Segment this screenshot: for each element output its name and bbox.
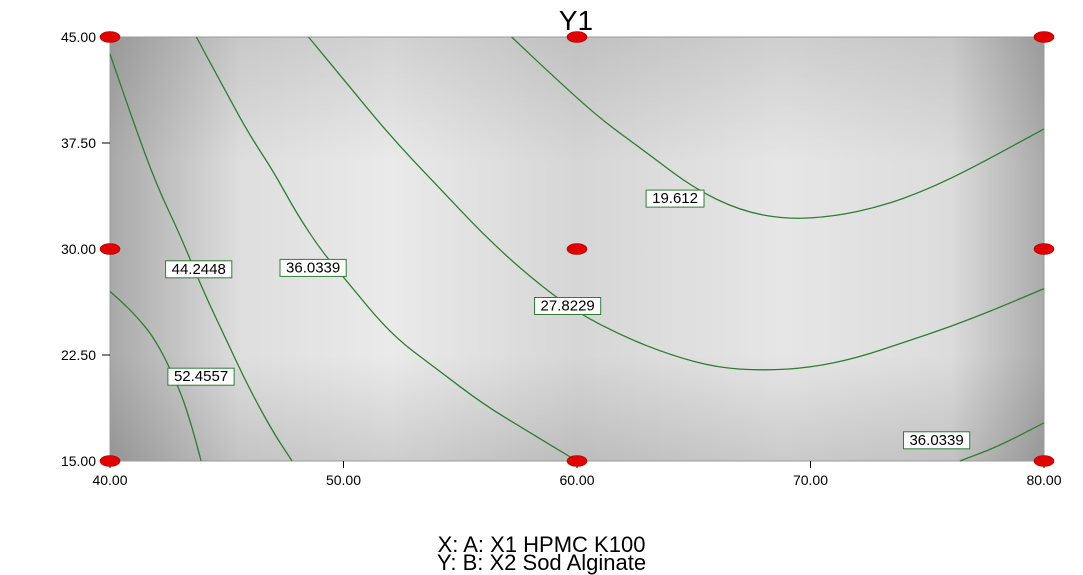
contour-label-box [534, 297, 602, 315]
design-point [99, 243, 121, 255]
y-tick-label: 15.00 [61, 453, 96, 469]
contour-label-box [903, 431, 971, 450]
contour-label: 27.8229 [534, 297, 602, 315]
x-tick-label: 50.00 [326, 472, 361, 488]
design-point [566, 31, 588, 43]
contour-label: 19.612 [645, 189, 705, 208]
contour-label-text: 36.0339 [286, 259, 340, 276]
contour-label: 44.2448 [165, 260, 233, 279]
contour-line [109, 53, 293, 462]
contour-label-box [165, 260, 233, 279]
x-tick-label: 70.00 [793, 472, 828, 488]
x-axis: 40.00 50.00 60.00 70.00 80.00 [92, 461, 1062, 488]
x-axis-caption: X: A: X1 HPMC K100 [437, 532, 646, 557]
contour-label-box [167, 367, 235, 386]
design-point [1033, 455, 1055, 467]
contour-label-box [279, 258, 347, 277]
y-axis: 15.00 22.50 30.00 37.50 45.00 [61, 29, 110, 469]
contour-label-text: 36.0339 [909, 432, 963, 449]
contour-label-text: 44.2448 [172, 261, 226, 278]
contour-line [109, 290, 202, 462]
contour-line [959, 422, 1045, 462]
contour-line [307, 36, 1045, 371]
contour-label-text: 19.612 [652, 190, 698, 207]
contour-label-text: 52.4557 [174, 368, 228, 385]
design-point [99, 31, 121, 43]
design-point [99, 455, 121, 467]
contour-label: 36.0339 [903, 431, 971, 450]
y-tick-label: 37.50 [61, 135, 96, 151]
y-tick-label: 30.00 [61, 241, 96, 257]
y-tick-label: 45.00 [61, 29, 96, 45]
x-tick-label: 80.00 [1026, 472, 1061, 488]
design-point [566, 243, 588, 255]
contour-labels: 52.4557 44.2448 36.0339 27.8229 19.612 36.033… [165, 189, 971, 450]
design-point [1033, 31, 1055, 43]
contour-label-box [645, 189, 705, 208]
y-tick-label: 22.50 [61, 347, 96, 363]
contour-line [511, 36, 1045, 219]
y-axis-caption: Y: B: X2 Sod Alginate [436, 550, 647, 575]
chart-title: Y1 [559, 5, 593, 36]
design-point [1033, 243, 1055, 255]
contour-label-text: 27.8229 [541, 298, 595, 315]
contour-label: 36.0339 [279, 258, 347, 277]
x-tick-label: 60.00 [559, 472, 594, 488]
design-point [566, 455, 588, 467]
x-tick-label: 40.00 [92, 472, 127, 488]
design-points [99, 31, 1055, 467]
contour-label: 52.4557 [167, 367, 235, 386]
